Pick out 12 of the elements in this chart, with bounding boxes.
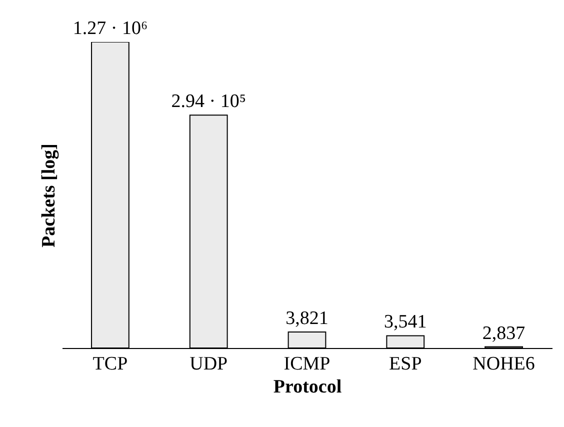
x-tick-label: NOHE6 <box>472 354 535 374</box>
x-tick-label: TCP <box>92 354 128 374</box>
data-label: 2.94 · 10⁵ <box>171 91 246 112</box>
data-label: 2,837 <box>482 322 526 344</box>
data-label: 3,541 <box>384 312 427 333</box>
x-tick-label: ESP <box>389 354 422 374</box>
data-label: 1.27 · 10⁶ <box>72 18 148 39</box>
x-tick-label: ICMP <box>284 354 330 374</box>
data-label: 3,821 <box>286 308 328 329</box>
y-axis-title: Packets [log] <box>38 144 60 248</box>
x-tick-label: UDP <box>190 354 228 374</box>
x-axis-title: Protocol <box>273 376 342 398</box>
